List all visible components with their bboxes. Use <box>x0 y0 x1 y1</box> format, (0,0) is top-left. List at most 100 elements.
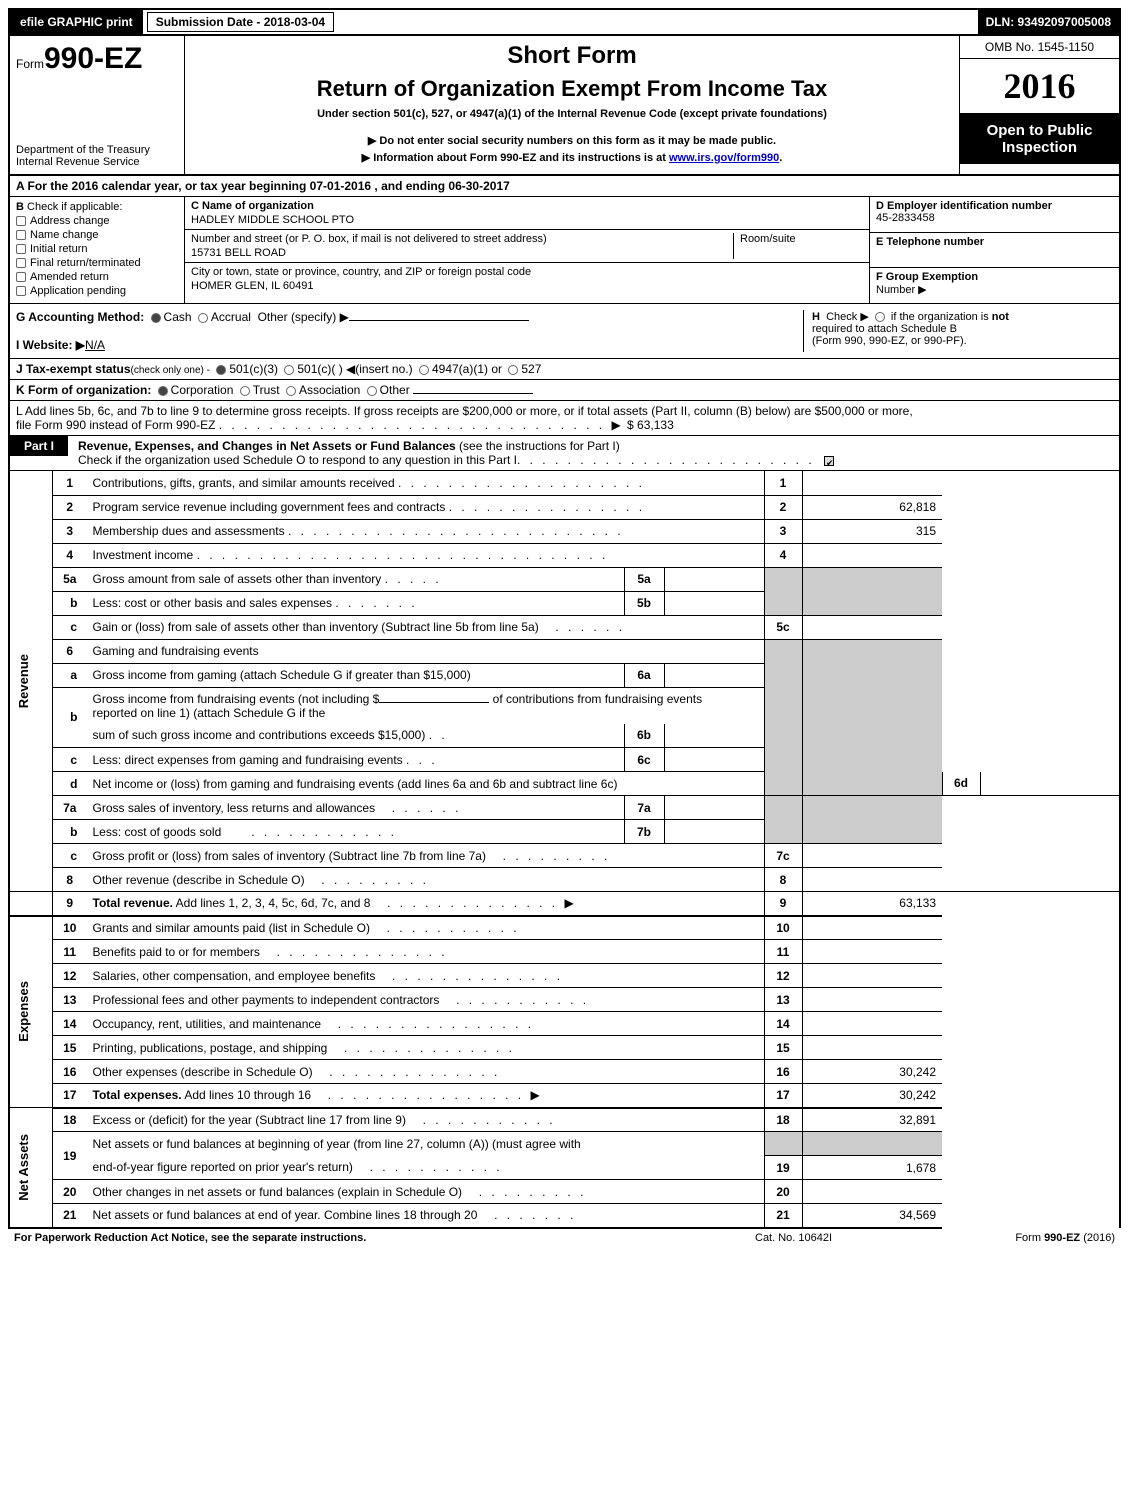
line-desc: Program service revenue including govern… <box>93 500 446 514</box>
footer-form-pre: Form <box>1015 1232 1044 1244</box>
line-desc: Net assets or fund balances at beginning… <box>93 1137 581 1151</box>
open-public-1: Open to Public <box>968 122 1111 139</box>
line-amount: 62,818 <box>802 495 942 519</box>
table-row: 2 Program service revenue including gove… <box>9 495 1120 519</box>
chk-h-schedule-b[interactable] <box>875 312 885 322</box>
netassets-side-label: Net Assets <box>16 1134 31 1201</box>
line-amount <box>802 988 942 1012</box>
radio-corporation[interactable] <box>158 386 168 396</box>
radio-association[interactable] <box>286 386 296 396</box>
line-desc2: of contributions from fundraising events <box>493 692 702 706</box>
chk-application-pending[interactable] <box>16 286 26 296</box>
radio-501c3-label: 501(c)(3) <box>229 362 278 376</box>
line-ref: 3 <box>764 519 802 543</box>
radio-accrual-label: Accrual <box>211 310 251 324</box>
radio-cash[interactable] <box>151 313 161 323</box>
e-telephone-label: E Telephone number <box>876 236 984 248</box>
line-amount <box>980 772 1120 796</box>
city-label: City or town, state or province, country… <box>191 266 531 278</box>
f-group-exemption-number: Number ▶ <box>876 283 1113 296</box>
line-dots: . . . . . . . . . . . . . . <box>392 969 563 983</box>
line-num: 8 <box>53 868 87 892</box>
chk-amended-return[interactable] <box>16 272 26 282</box>
efile-print-button[interactable]: efile GRAPHIC print <box>10 10 145 34</box>
accounting-other-input[interactable] <box>349 320 529 321</box>
line-amount <box>802 964 942 988</box>
line-ref: 7c <box>764 844 802 868</box>
expenses-side-label: Expenses <box>16 981 31 1042</box>
part-i-check-line: Check if the organization used Schedule … <box>78 453 517 467</box>
line-num: 17 <box>53 1084 87 1108</box>
c-name-label: C Name of organization <box>191 200 354 212</box>
line-dots: . . . . . . . . . . . . . . . . . . . . <box>398 476 645 490</box>
table-row: a Gross income from gaming (attach Sched… <box>9 663 1120 687</box>
part-i-paren: (see the instructions for Part I) <box>459 439 620 453</box>
line-num: 16 <box>53 1060 87 1084</box>
fundraising-amount-input[interactable] <box>379 702 489 703</box>
table-row: 7a Gross sales of inventory, less return… <box>9 796 1120 820</box>
radio-501c3[interactable] <box>216 365 226 375</box>
inner-box-val <box>664 796 764 820</box>
table-row: b Less: cost or other basis and sales ex… <box>9 591 1120 615</box>
radio-501c[interactable] <box>284 365 294 375</box>
row-g-accounting: G Accounting Method: Cash Accrual Other … <box>8 304 1121 359</box>
table-row: 14 Occupancy, rent, utilities, and maint… <box>9 1012 1120 1036</box>
radio-trust[interactable] <box>240 386 250 396</box>
line-amount: 30,242 <box>802 1084 942 1108</box>
line-dots: . . . . . . . . . <box>479 1185 587 1199</box>
table-row: Revenue 1 Contributions, gifts, grants, … <box>9 471 1120 495</box>
line-num: 21 <box>53 1204 87 1228</box>
radio-accrual[interactable] <box>198 313 208 323</box>
line-ref: 21 <box>764 1204 802 1228</box>
line-desc: Less: direct expenses from gaming and fu… <box>93 753 403 767</box>
k-label: K Form of organization: <box>16 383 151 397</box>
inner-box-num: 6b <box>624 724 664 748</box>
table-row: Net Assets 18 Excess or (deficit) for th… <box>9 1108 1120 1132</box>
chk-label-1: Name change <box>30 229 99 241</box>
l-dots: . . . . . . . . . . . . . . . . . . . . … <box>219 418 624 432</box>
d-ein-label: D Employer identification number <box>876 200 1052 212</box>
line-amount: 30,242 <box>802 1060 942 1084</box>
line-num: 12 <box>53 964 87 988</box>
line-desc: Net assets or fund balances at end of ye… <box>93 1208 478 1222</box>
line-ref: 6d <box>942 772 980 796</box>
chk-initial-return[interactable] <box>16 244 26 254</box>
line-num: 4 <box>53 543 87 567</box>
irs-link[interactable]: www.irs.gov/form990 <box>669 152 779 164</box>
line-desc: Add lines 10 through 16 <box>182 1088 311 1102</box>
chk-address-change[interactable] <box>16 216 26 226</box>
part-i-tag: Part I <box>10 436 68 456</box>
line-ref: 8 <box>764 868 802 892</box>
line-ref: 14 <box>764 1012 802 1036</box>
line-num: 10 <box>53 916 87 940</box>
radio-corporation-label: Corporation <box>171 383 234 397</box>
other-org-input[interactable] <box>413 393 533 394</box>
radio-527[interactable] <box>508 365 518 375</box>
chk-name-change[interactable] <box>16 230 26 240</box>
chk-final-return[interactable] <box>16 258 26 268</box>
row-a-mid: , and ending <box>371 179 448 193</box>
open-public-2: Inspection <box>968 139 1111 156</box>
footer-paperwork: For Paperwork Reduction Act Notice, see … <box>14 1232 755 1244</box>
radio-other-org[interactable] <box>367 386 377 396</box>
line-amount: 32,891 <box>802 1108 942 1132</box>
table-row: end-of-year figure reported on prior yea… <box>9 1156 1120 1180</box>
revenue-side-label: Revenue <box>16 654 31 708</box>
radio-4947[interactable] <box>419 365 429 375</box>
line-ref: 16 <box>764 1060 802 1084</box>
line-num: 5a <box>53 567 87 591</box>
line-dots: . . . . . . . . . . . <box>370 1160 503 1174</box>
line-num: 9 <box>53 892 87 916</box>
line-amount: 34,569 <box>802 1204 942 1228</box>
chk-schedule-o[interactable] <box>824 456 834 466</box>
line-ref: 9 <box>764 892 802 916</box>
line-num: 3 <box>53 519 87 543</box>
line-desc2: end-of-year figure reported on prior yea… <box>93 1160 353 1174</box>
line-desc: Gross income from gaming (attach Schedul… <box>93 668 471 682</box>
table-row: b Gross income from fundraising events (… <box>9 687 1120 724</box>
footer-form-no: 990-EZ <box>1044 1232 1080 1244</box>
inner-box-val <box>664 663 764 687</box>
line-desc-bold: Total expenses. <box>93 1088 182 1102</box>
table-row: 12 Salaries, other compensation, and emp… <box>9 964 1120 988</box>
table-row: 8 Other revenue (describe in Schedule O)… <box>9 868 1120 892</box>
